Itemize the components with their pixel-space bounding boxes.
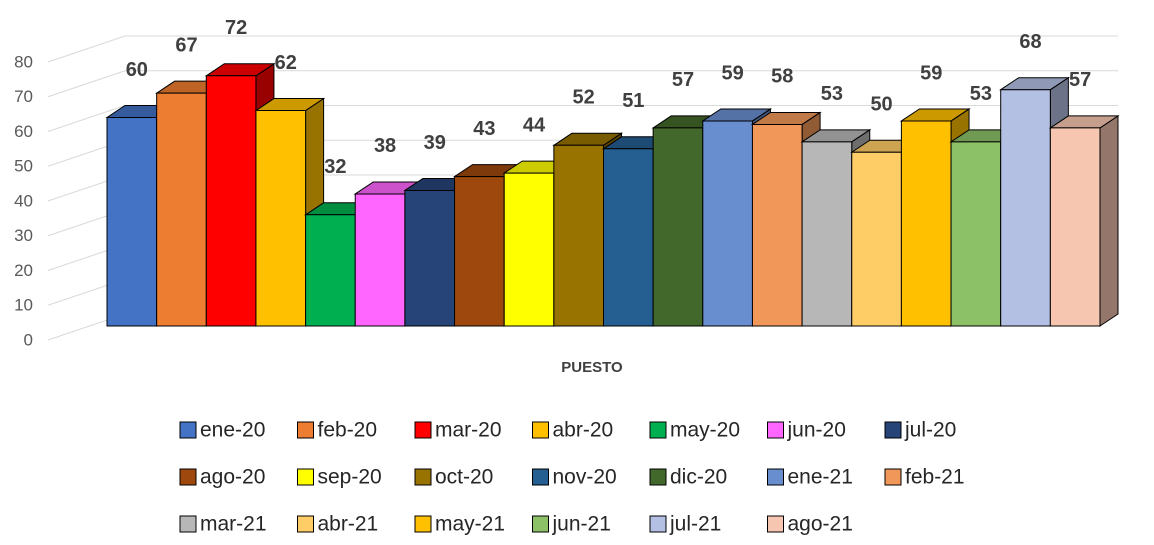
legend-swatch	[649, 421, 667, 439]
legend-label: jul-20	[904, 419, 956, 442]
legend-label: jun-21	[552, 513, 611, 536]
bar-front	[1000, 89, 1051, 327]
legend-swatch	[179, 515, 197, 533]
grid-line	[47, 70, 1118, 98]
y-tick-label: 40	[14, 191, 33, 210]
legend-label: jul-21	[669, 513, 721, 536]
legend-label: ago-21	[788, 513, 853, 536]
bar-front	[603, 148, 654, 327]
legend-label: oct-20	[435, 466, 493, 489]
legend-swatch	[179, 468, 197, 486]
data-label: 59	[722, 62, 744, 84]
legend-label: may-20	[670, 419, 740, 442]
bar-front	[553, 144, 604, 327]
legend-swatch	[884, 468, 902, 486]
legend-swatch	[297, 421, 314, 439]
y-tick-label: 60	[14, 122, 33, 141]
legend-swatch	[414, 468, 432, 486]
y-tick-label: 30	[14, 226, 33, 245]
legend-swatch	[532, 468, 549, 486]
legend-swatch	[767, 421, 784, 439]
legend-swatch	[532, 421, 549, 439]
legend-label: sep-20	[318, 466, 382, 489]
legend-swatch	[532, 515, 549, 533]
y-tick-label: 80	[14, 52, 33, 71]
legend-label: abr-20	[553, 419, 614, 442]
data-label: 57	[672, 69, 694, 91]
bar-front	[801, 141, 853, 327]
legend-swatch	[767, 515, 784, 533]
legend-label: mar-20	[435, 419, 502, 442]
legend-label: may-21	[435, 513, 505, 536]
legend-swatch	[414, 515, 432, 533]
data-label: 50	[870, 94, 892, 116]
data-label: 67	[175, 34, 197, 56]
legend-label: abr-21	[318, 513, 379, 536]
bar-front	[702, 120, 753, 327]
data-label: 39	[424, 132, 446, 154]
bar-front	[454, 176, 505, 327]
legend-swatch	[179, 421, 197, 439]
y-tick-label: 0	[24, 330, 33, 349]
data-label: 58	[771, 66, 793, 88]
legend-swatch	[414, 421, 432, 439]
legend-label: dic-20	[670, 466, 727, 489]
bar-front	[503, 172, 555, 327]
legend-label: feb-21	[905, 466, 965, 489]
legend-label: nov-20	[553, 466, 617, 489]
x-axis-label: PUESTO	[561, 359, 623, 376]
bar-front	[851, 151, 902, 327]
data-label: 43	[473, 118, 495, 140]
bar-front	[1049, 127, 1101, 327]
bar-front	[354, 193, 406, 327]
legend-label: jun-20	[787, 419, 846, 442]
legend-swatch	[297, 468, 314, 486]
legend-label: ene-20	[200, 419, 265, 442]
bar-front	[900, 120, 952, 327]
bar	[1048, 114, 1120, 327]
legend-swatch	[649, 515, 667, 533]
data-label: 44	[523, 114, 546, 136]
bar-front	[305, 214, 356, 327]
data-label: 62	[275, 52, 297, 74]
bar-front	[950, 141, 1002, 327]
y-tick-label: 70	[14, 87, 33, 106]
grid-line	[47, 35, 1118, 63]
y-tick-label: 50	[14, 157, 33, 176]
bar-front	[106, 117, 158, 327]
legend-swatch	[649, 468, 667, 486]
bar-front	[751, 123, 803, 327]
data-label: 53	[970, 83, 992, 105]
data-label: 38	[374, 135, 396, 157]
legend-label: mar-21	[200, 513, 267, 536]
bar-front	[156, 92, 207, 327]
legend-label: ene-21	[788, 466, 853, 489]
data-label: 60	[126, 59, 148, 81]
legend-label: feb-20	[318, 419, 378, 442]
bar-front	[652, 127, 704, 327]
legend-label: ago-20	[200, 466, 265, 489]
data-label: 59	[920, 62, 942, 84]
data-label: 72	[225, 17, 247, 39]
data-label: 57	[1069, 69, 1091, 91]
data-label: 51	[622, 90, 644, 112]
bar-front	[255, 110, 307, 327]
legend-swatch	[297, 515, 314, 533]
data-label: 32	[324, 156, 346, 178]
legend-swatch	[767, 468, 784, 486]
legend-swatch	[884, 421, 902, 439]
bar-side	[1099, 114, 1119, 327]
y-tick-label: 20	[14, 261, 33, 280]
data-label: 52	[573, 87, 595, 109]
data-label: 68	[1019, 31, 1041, 53]
bar-front	[205, 75, 257, 327]
data-label: 53	[821, 83, 843, 105]
bar-front	[404, 189, 456, 327]
y-tick-label: 10	[14, 296, 33, 315]
